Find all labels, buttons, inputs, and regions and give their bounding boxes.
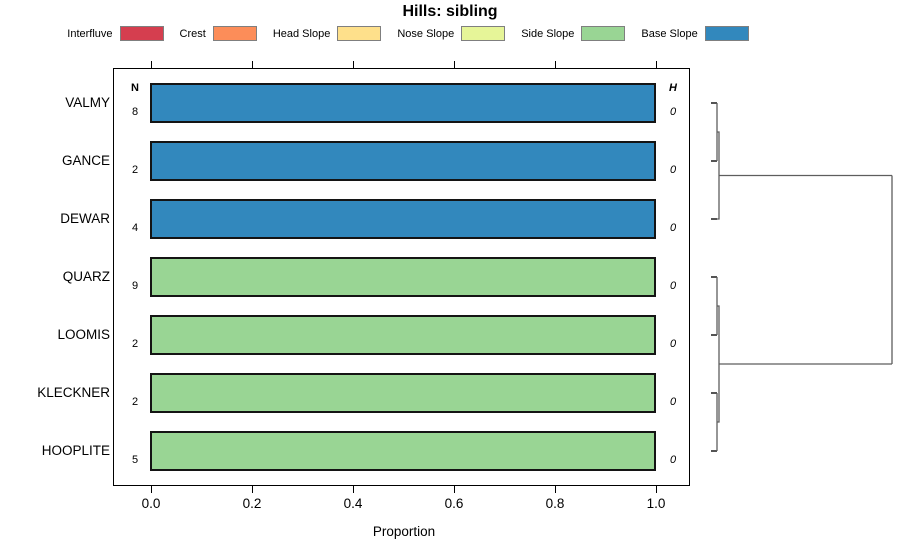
- series-label: QUARZ: [62, 269, 110, 284]
- h-value: 0: [669, 164, 677, 176]
- legend-swatch-crest: [212, 26, 257, 41]
- n-column-header: N: [131, 82, 139, 94]
- n-value: 4: [131, 222, 139, 234]
- proportion-bar: [150, 373, 656, 413]
- top-axis-tick: [454, 61, 455, 68]
- h-column-header: H: [669, 82, 677, 94]
- bottom-axis-tick: [151, 486, 152, 493]
- proportion-bar: [150, 257, 656, 297]
- series-label: VALMY: [65, 95, 110, 110]
- legend-item-nose-slope: Nose Slope: [397, 26, 506, 41]
- legend-swatch-head-slope: [337, 26, 382, 41]
- n-value: 2: [131, 396, 139, 408]
- n-value: 9: [131, 280, 139, 292]
- legend-item-interfluve: Interfluve: [67, 26, 164, 41]
- legend-label: Nose Slope: [397, 27, 455, 40]
- x-axis-title: Proportion: [372, 524, 436, 539]
- proportion-bar: [150, 315, 656, 355]
- top-axis-tick: [555, 61, 556, 68]
- dendrogram-leaf-ticks: [711, 102, 717, 452]
- legend-label: Side Slope: [521, 27, 575, 40]
- series-label: DEWAR: [60, 211, 110, 226]
- top-axis-tick: [252, 61, 253, 68]
- h-value: 0: [669, 280, 677, 292]
- bottom-axis-tick: [252, 486, 253, 493]
- proportion-bar: [150, 199, 656, 239]
- top-axis-tick: [353, 61, 354, 68]
- proportion-bar: [150, 431, 656, 471]
- legend-swatch-base-slope: [704, 26, 749, 41]
- legend: Interfluve Crest Head Slope Nose Slope S…: [0, 26, 816, 41]
- n-value: 2: [131, 164, 139, 176]
- x-tick-label: 0.0: [141, 496, 161, 511]
- h-value: 0: [669, 396, 677, 408]
- legend-label: Crest: [179, 27, 206, 40]
- legend-swatch-interfluve: [119, 26, 164, 41]
- proportion-bar: [150, 83, 656, 123]
- h-value: 0: [669, 338, 677, 350]
- x-tick-label: 0.6: [444, 496, 464, 511]
- legend-item-crest: Crest: [180, 26, 257, 41]
- x-tick-label: 1.0: [646, 496, 666, 511]
- top-axis-tick: [656, 61, 657, 68]
- legend-item-head-slope: Head Slope: [273, 26, 382, 41]
- n-value: 8: [131, 106, 139, 118]
- legend-label: Base Slope: [641, 27, 698, 40]
- series-label: GANCE: [61, 153, 110, 168]
- h-value: 0: [669, 106, 677, 118]
- series-label: HOOPLITE: [41, 443, 110, 458]
- x-tick-label: 0.2: [242, 496, 262, 511]
- n-value: 2: [131, 338, 139, 350]
- plot-frame: [113, 68, 690, 486]
- legend-label: Head Slope: [272, 27, 331, 40]
- bottom-axis-tick: [454, 486, 455, 493]
- top-axis-tick: [151, 61, 152, 68]
- h-value: 0: [669, 454, 677, 466]
- series-label: LOOMIS: [57, 327, 110, 342]
- bottom-axis-tick: [656, 486, 657, 493]
- legend-swatch-nose-slope: [461, 26, 506, 41]
- x-tick-label: 0.8: [545, 496, 565, 511]
- dendrogram-links: [716, 103, 893, 451]
- legend-label: Interfluve: [67, 27, 113, 40]
- legend-item-side-slope: Side Slope: [521, 26, 626, 41]
- legend-item-base-slope: Base Slope: [641, 26, 749, 41]
- legend-swatch-side-slope: [581, 26, 626, 41]
- chart-title: Hills: sibling: [402, 3, 498, 20]
- bottom-axis-tick: [353, 486, 354, 493]
- x-tick-label: 0.4: [343, 496, 363, 511]
- h-value: 0: [669, 222, 677, 234]
- n-value: 5: [131, 454, 139, 466]
- proportion-bar: [150, 141, 656, 181]
- series-label: KLECKNER: [37, 385, 110, 400]
- bottom-axis-tick: [555, 486, 556, 493]
